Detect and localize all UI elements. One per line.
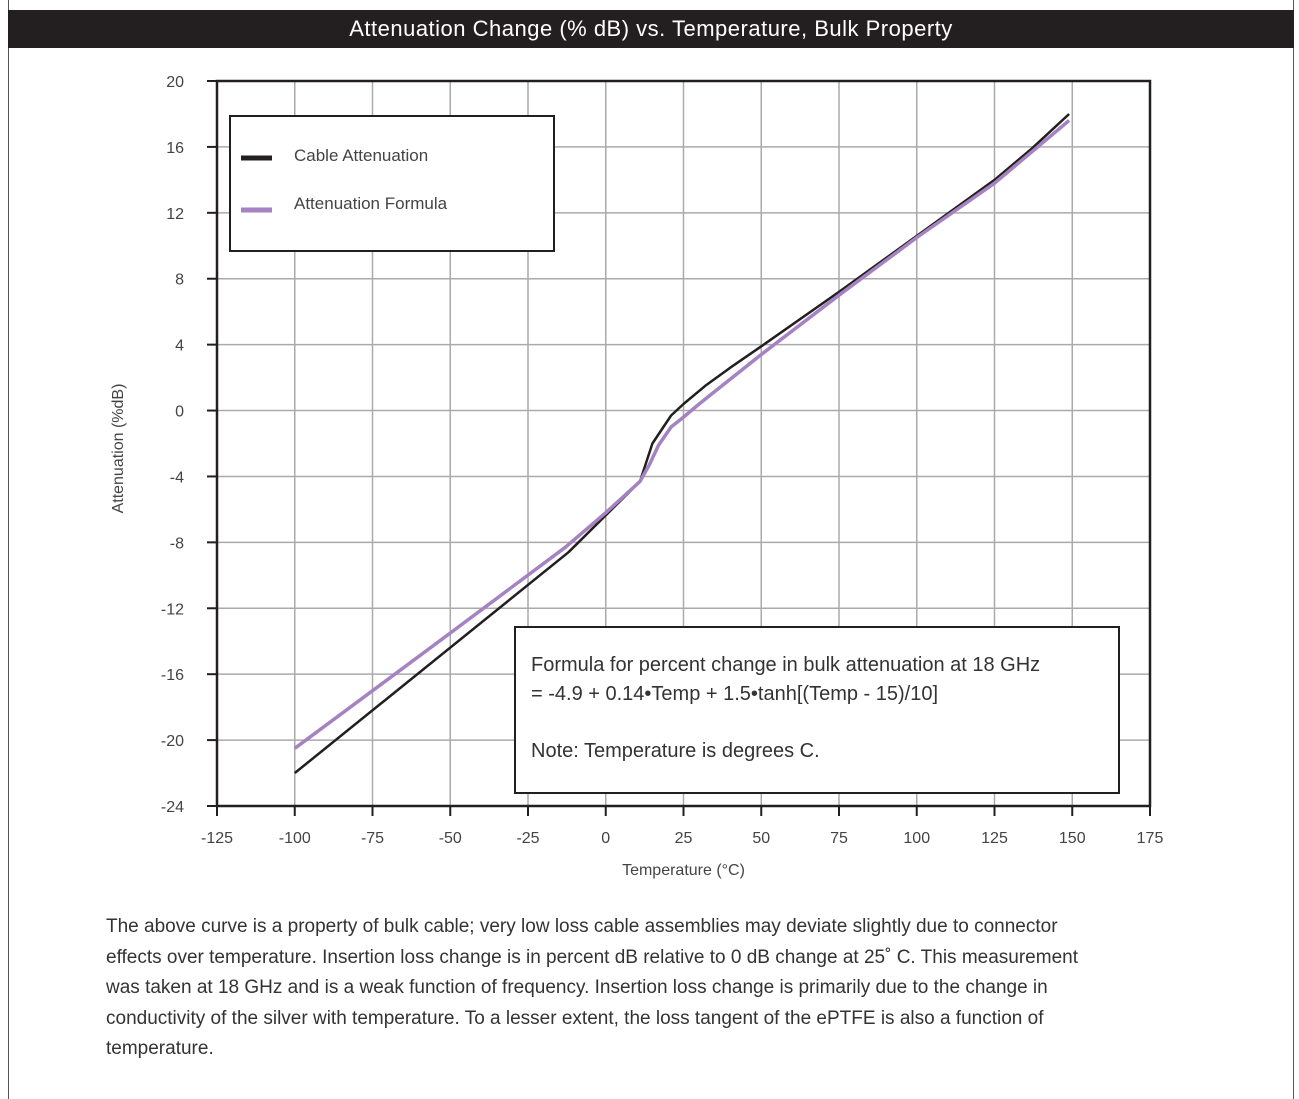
series-line-attenuation-formula [293, 119, 1071, 750]
legend-label: Cable Attenuation [294, 146, 428, 165]
legend-box [229, 115, 555, 252]
annotation-line: Note: Temperature is degrees C. [531, 740, 820, 762]
y-tick-label: -8 [170, 535, 184, 552]
x-axis-label: Temperature (°C) [622, 862, 745, 879]
legend: Cable Attenuation Attenuation Formula [229, 115, 555, 252]
caption-line: temperature. [106, 1038, 214, 1059]
x-tick-label: 175 [1137, 830, 1164, 847]
x-tick-label: 50 [752, 830, 770, 847]
x-tick-label: 0 [601, 830, 610, 847]
y-tick-label: -4 [170, 469, 184, 486]
x-tick-label: 25 [675, 830, 693, 847]
x-tick-label: 125 [981, 830, 1008, 847]
page-frame [8, 0, 1294, 1099]
x-tick-label: 100 [903, 830, 930, 847]
x-tick-label: -50 [439, 830, 462, 847]
y-tick-label: -24 [161, 799, 184, 816]
y-tick-label: 20 [166, 74, 184, 91]
caption-line: effects over temperature. Insertion loss… [106, 946, 1078, 968]
y-tick-label: 0 [175, 404, 184, 421]
y-tick-label: 16 [166, 140, 184, 157]
annotation-line: Formula for percent change in bulk atten… [531, 654, 1040, 676]
annotation-box [514, 626, 1120, 794]
y-axis-label: Attenuation (%dB) [110, 384, 127, 514]
x-tick-label: 150 [1059, 830, 1086, 847]
x-tick-label: -125 [201, 830, 233, 847]
caption-paragraph: The above curve is a property of bulk ca… [106, 912, 1214, 1065]
caption-line: The above curve is a property of bulk ca… [106, 916, 1058, 937]
x-tick-label: -25 [516, 830, 539, 847]
legend-label: Attenuation Formula [294, 194, 448, 213]
x-tick-label: -100 [279, 830, 311, 847]
chart-title-bar: Attenuation Change (% dB) vs. Temperatur… [8, 10, 1294, 48]
y-tick-label: -16 [161, 667, 184, 684]
y-tick-label: 12 [166, 206, 184, 223]
caption-line: conductivity of the silver with temperat… [106, 1007, 1044, 1029]
formula-annotation: Formula for percent change in bulk atten… [514, 626, 1120, 794]
caption-line: was taken at 18 GHz and is a weak functi… [106, 977, 1048, 998]
y-tick-label: 4 [175, 338, 184, 355]
y-tick-label: -12 [161, 601, 184, 618]
y-tick-label: 8 [175, 272, 184, 289]
attenuation-chart: -125 -100 -75 -50 -25 0 25 50 75 100 125 150 175 20 16… [110, 74, 1164, 879]
y-tick-label: -20 [161, 733, 184, 750]
x-tick-label: -75 [361, 830, 384, 847]
chart-title: Attenuation Change (% dB) vs. Temperatur… [349, 16, 953, 41]
x-tick-label: 75 [830, 830, 848, 847]
annotation-line: = -4.9 + 0.14•Temp + 1.5•tanh[(Temp - 15… [531, 683, 938, 705]
